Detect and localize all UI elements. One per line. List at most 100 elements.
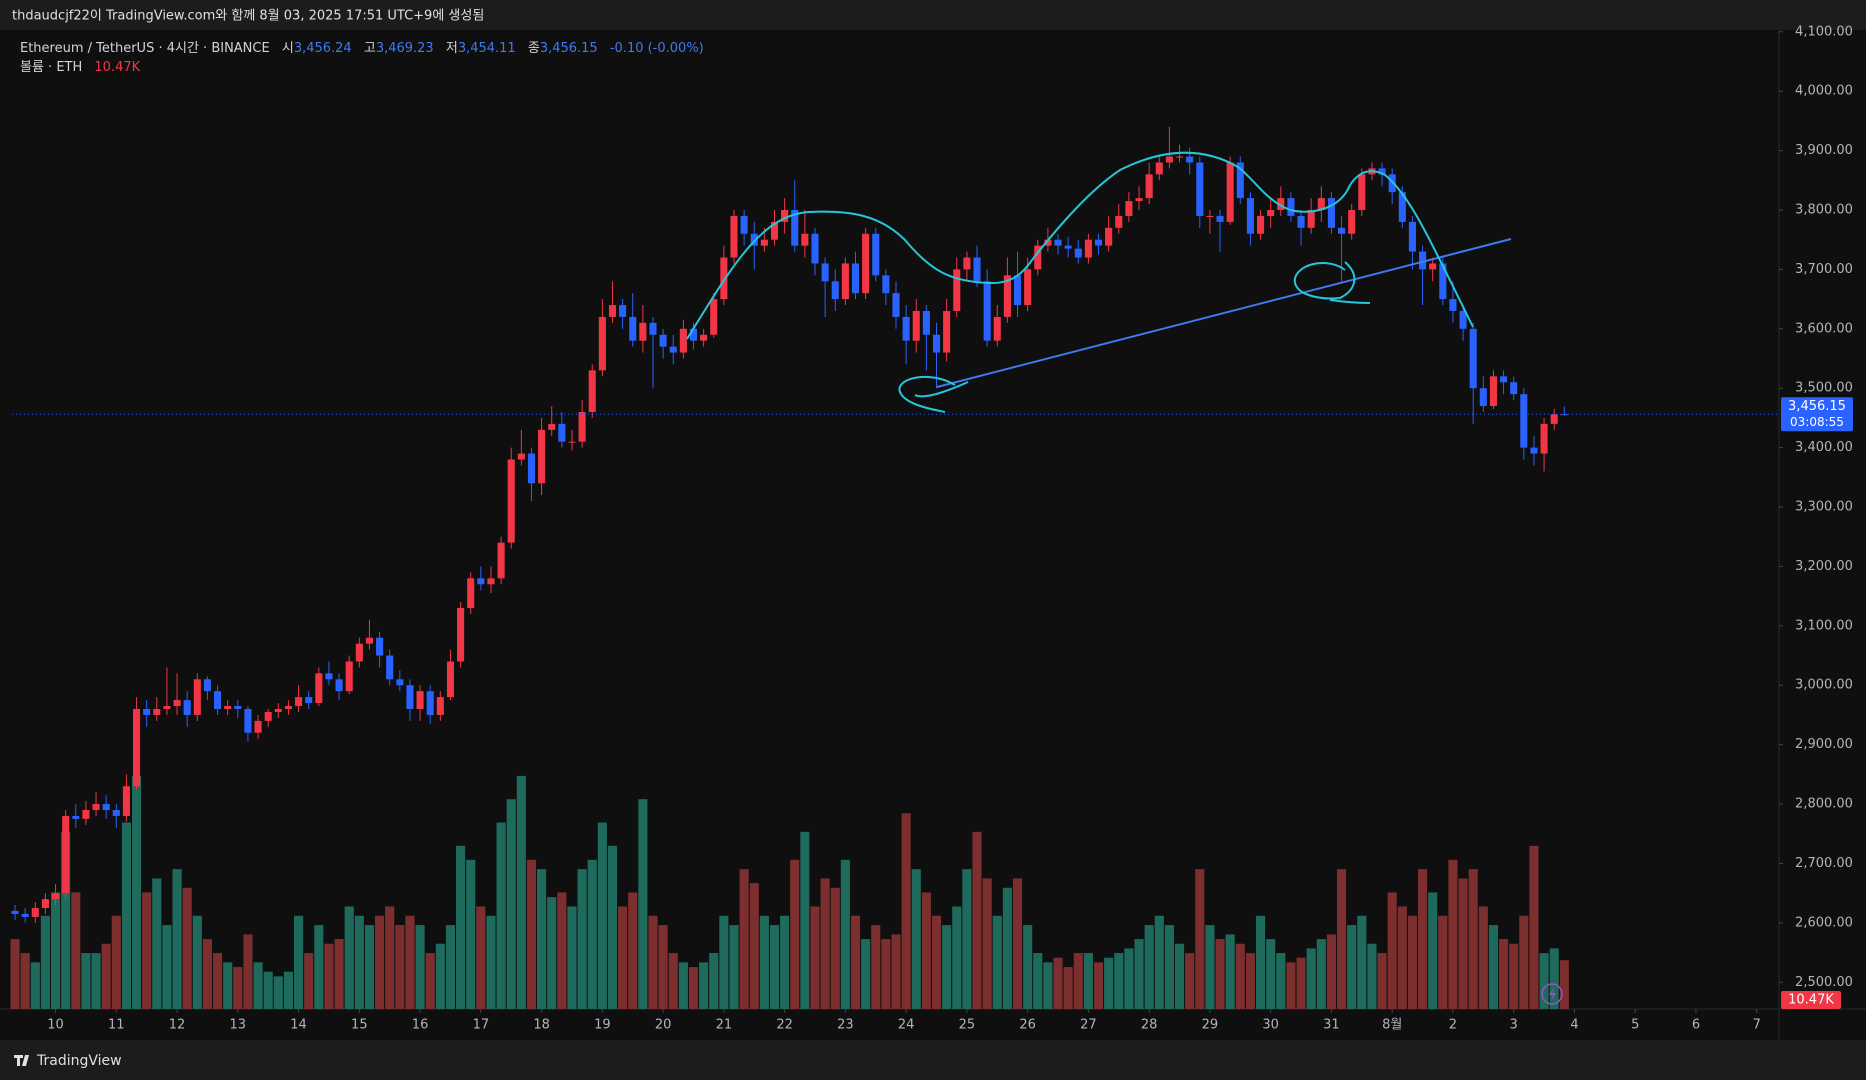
- volume-bar: [972, 831, 982, 1009]
- volume-bar: [769, 925, 780, 1009]
- candle-body: [811, 233, 819, 264]
- candle-body: [51, 893, 60, 900]
- candle-body: [1105, 227, 1113, 246]
- candle-body: [1115, 215, 1123, 228]
- y-tick-label: 2,600.00: [1795, 915, 1853, 930]
- volume-bar: [1286, 962, 1296, 1009]
- candle-body: [973, 257, 981, 282]
- candle-body: [193, 679, 201, 715]
- volume-bar: [253, 962, 263, 1009]
- candle-body: [1024, 269, 1032, 306]
- volume-bar: [871, 925, 881, 1009]
- volume-bar: [294, 915, 304, 1009]
- volume-bar: [790, 859, 800, 1009]
- x-tick-label: 21: [716, 1018, 733, 1033]
- logo-icon: [14, 1055, 29, 1066]
- volume-bar: [810, 906, 820, 1009]
- candle-body: [679, 328, 687, 353]
- candle-body: [598, 316, 606, 371]
- candle-body: [801, 233, 809, 246]
- volume-bar: [30, 962, 40, 1009]
- volume-bar: [375, 915, 385, 1009]
- candle-body: [1429, 263, 1437, 270]
- volume-bar: [1276, 953, 1286, 1009]
- candle-body: [558, 423, 566, 442]
- volume-bar: [1002, 887, 1012, 1009]
- volume-bar: [71, 892, 81, 1009]
- candle-body: [1226, 162, 1234, 222]
- volume-legend: 볼륨 · ETH 10.47K: [20, 60, 141, 75]
- volume-bar: [1205, 925, 1215, 1009]
- volume-bar: [607, 845, 618, 1009]
- candle-body: [578, 411, 586, 442]
- x-tick-label: 23: [837, 1018, 854, 1033]
- volume-bar: [20, 953, 30, 1009]
- candle-body: [983, 281, 991, 341]
- candle-body: [345, 661, 353, 692]
- volume-bar: [435, 943, 445, 1009]
- x-tick-label: 6: [1692, 1018, 1700, 1033]
- candle-body: [851, 263, 860, 294]
- candle-body: [396, 679, 404, 686]
- volume-bar: [658, 925, 668, 1009]
- page-title: thdaudcjf22이 TradingView.com와 함께 8월 03, …: [12, 9, 484, 24]
- candle-body: [700, 334, 708, 341]
- volume-bar: [182, 887, 192, 1009]
- x-tick-label: 12: [169, 1018, 186, 1033]
- x-tick-label: 28: [1141, 1018, 1158, 1033]
- candle-body: [426, 691, 434, 715]
- volume-bar: [162, 925, 172, 1009]
- candle-body: [284, 706, 292, 710]
- volume-bar: [1144, 925, 1154, 1009]
- candle-body: [740, 215, 748, 234]
- volume-bar: [516, 775, 526, 1009]
- legend-value: 3,454.11: [458, 41, 516, 56]
- x-tick-label: 4: [1570, 1018, 1578, 1033]
- volume-bar: [749, 883, 759, 1009]
- volume-bar: [1428, 892, 1438, 1009]
- volume-bar: [850, 915, 861, 1009]
- x-tick-label: 18: [533, 1018, 550, 1033]
- y-tick-label: 2,700.00: [1795, 856, 1853, 871]
- candle-body: [214, 691, 222, 710]
- candle-body: [831, 281, 839, 300]
- volume-bar: [638, 799, 648, 1009]
- candle-body: [527, 453, 536, 484]
- candle-body: [669, 346, 677, 353]
- candle-body: [173, 700, 181, 707]
- legend-value: 3,456.15: [540, 41, 598, 56]
- candle-body: [872, 233, 880, 276]
- y-tick-label: 3,000.00: [1795, 678, 1853, 693]
- volume-bar: [699, 962, 709, 1009]
- volume-bar: [283, 971, 294, 1009]
- price-tag-countdown: 03:08:55: [1790, 415, 1844, 429]
- x-tick-label: 19: [594, 1018, 611, 1033]
- candle-body: [1500, 376, 1508, 383]
- candle-body: [1388, 174, 1396, 193]
- y-tick-label: 3,800.00: [1795, 202, 1853, 217]
- y-tick-label: 3,500.00: [1795, 381, 1853, 396]
- volume-bar: [81, 953, 91, 1009]
- volume-bar: [212, 953, 223, 1009]
- x-tick-label: 13: [230, 1018, 247, 1033]
- volume-tag: [1781, 991, 1841, 1009]
- volume-bar: [111, 915, 121, 1009]
- legend-label: 시: [282, 41, 294, 56]
- volume-bar: [1417, 869, 1428, 1009]
- volume-bar: [780, 915, 790, 1009]
- price-tag-label: 3,456.15: [1788, 399, 1846, 414]
- candle-body: [183, 700, 191, 715]
- candle-body: [1013, 275, 1022, 306]
- trend-line: [936, 238, 1512, 388]
- candle-body: [1267, 209, 1275, 216]
- volume-bar: [547, 897, 557, 1009]
- candle-body: [264, 711, 272, 721]
- volume-bar: [91, 953, 101, 1009]
- candle-body: [325, 673, 333, 680]
- candle-body: [446, 661, 455, 698]
- candle-body: [1297, 215, 1305, 228]
- alert-icon[interactable]: [1541, 983, 1563, 1005]
- candle-body: [295, 697, 303, 707]
- volume-bar: [709, 953, 719, 1009]
